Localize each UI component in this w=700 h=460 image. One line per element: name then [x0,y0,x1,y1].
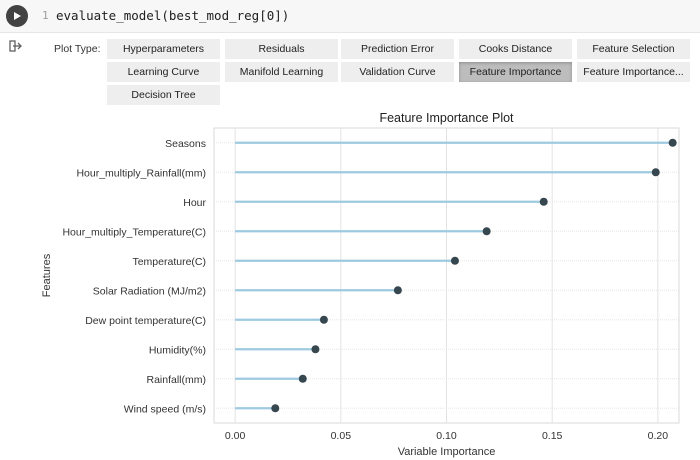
y-axis-label: Features [41,253,53,297]
x-tick-label: 0.00 [225,430,246,442]
run-cell-button[interactable] [6,5,28,27]
importance-dot [482,227,491,236]
importance-dot [311,345,320,354]
feature-label: Hour_multiply_Rainfall(mm) [76,167,206,179]
feature-label: Hour [183,197,206,209]
feature-label: Humidity(%) [149,344,206,356]
importance-dot [393,286,402,295]
tab-cooks-distance[interactable]: Cooks Distance [459,39,572,59]
plot-type-label: Plot Type: [54,43,101,55]
chart-title: Feature Importance Plot [379,111,514,125]
feature-importance-chart: 0.00 0.05 0.10 0.15 0.20 Seasons Hour_multiply… [41,111,680,458]
x-tick-label: 0.15 [542,430,563,442]
tab-validation-curve[interactable]: Validation Curve [341,62,454,82]
x-tick-label: 0.10 [436,430,457,442]
tab-hyperparameters[interactable]: Hyperparameters [107,39,220,59]
feature-label: Temperature(C) [132,256,206,268]
x-tick-label: 0.20 [648,430,669,442]
feature-label: Seasons [165,138,206,150]
tab-prediction-error[interactable]: Prediction Error [341,39,454,59]
feature-label: Rainfall(mm) [146,374,206,386]
importance-dot [651,168,660,177]
importance-dot [450,256,459,265]
tab-learning-curve[interactable]: Learning Curve [107,62,220,82]
tab-decision-tree[interactable]: Decision Tree [107,85,220,105]
tab-feature-selection[interactable]: Feature Selection [577,39,690,59]
code-editor-line[interactable]: evaluate_model(best_mod_reg[0]) [56,8,290,23]
code-cell: 1 evaluate_model(best_mod_reg[0]) [0,0,700,33]
feature-label: Wind speed (m/s) [124,403,206,415]
feature-label: Dew point temperature(C) [85,315,206,327]
importance-dot [668,138,677,147]
tab-feature-importance[interactable]: Feature Importance [459,62,572,82]
output-arrow-icon [9,40,22,52]
x-axis-label: Variable Importance [398,446,496,458]
line-number: 1 [42,9,49,22]
importance-dot [271,404,280,413]
importance-dot [539,197,548,206]
tab-manifold-learning[interactable]: Manifold Learning [225,62,338,82]
feature-label: Solar Radiation (MJ/m2) [93,285,206,297]
x-tick-label: 0.05 [331,430,352,442]
importance-dot [298,374,307,383]
importance-dot [319,315,328,324]
tab-feature-importance[interactable]: Feature Importance... [577,62,690,82]
feature-label: Hour_multiply_Temperature(C) [62,226,206,238]
tab-residuals[interactable]: Residuals [225,39,338,59]
play-icon [14,12,21,20]
